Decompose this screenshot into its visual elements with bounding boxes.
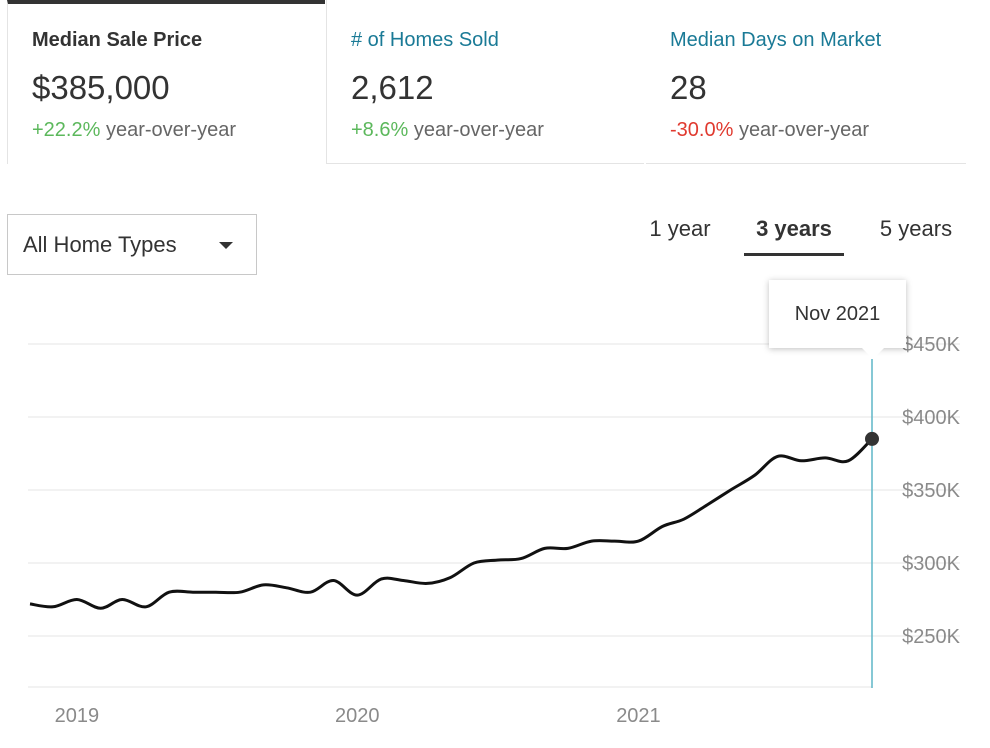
highlight-point [865, 431, 879, 446]
y-tick-label: $450K [902, 334, 960, 356]
series-line [29, 437, 874, 610]
metric-card-homes-sold[interactable]: # of Homes Sold 2,612 +8.6% year-over-ye… [326, 0, 644, 164]
metric-change-percent: +22.2% [32, 119, 101, 141]
metric-change-percent: -30.0% [670, 119, 734, 141]
metric-change-suffix: year-over-year [413, 119, 544, 141]
home-type-selected: All Home Types [23, 231, 177, 257]
median-sale-price-chart[interactable]: $250K $300K $350K $400K $450K 2019 2020 2021 N… [0, 280, 990, 748]
tab-3-years[interactable]: 3 years [744, 214, 844, 256]
tab-1-year[interactable]: 1 year [649, 216, 711, 241]
metric-card-median-sale-price[interactable]: Median Sale Price $385,000 +22.2% year-o… [7, 0, 325, 164]
y-tick-label: $400K [902, 407, 960, 429]
grid-lines [28, 343, 960, 688]
metric-change-percent: +8.6% [351, 119, 409, 141]
metric-change: +22.2% year-over-year [32, 118, 325, 142]
metric-change: +8.6% year-over-year [351, 118, 644, 142]
caret-down-icon [219, 242, 233, 249]
home-type-dropdown[interactable]: All Home Types [7, 214, 257, 275]
metric-change: -30.0% year-over-year [670, 118, 966, 142]
y-axis-ticks: $250K $300K $350K $400K $450K [902, 334, 960, 648]
metric-change-suffix: year-over-year [105, 119, 236, 141]
metric-card-median-days-on-market[interactable]: Median Days on Market 28 -30.0% year-ove… [646, 0, 966, 164]
y-tick-label: $300K [902, 553, 960, 575]
tooltip-label: Nov 2021 [794, 302, 881, 325]
x-tick-label: 2019 [55, 705, 100, 727]
tab-5-years[interactable]: 5 years [879, 216, 953, 241]
x-tick-label: 2021 [616, 705, 661, 727]
metric-title: Median Sale Price [32, 29, 203, 51]
metric-title: # of Homes Sold [351, 29, 499, 51]
metric-change-suffix: year-over-year [738, 119, 869, 141]
metric-value: 28 [670, 69, 707, 106]
x-axis-ticks: 2019 2020 2021 [55, 705, 661, 727]
metric-value: 2,612 [351, 69, 434, 106]
tooltip-arrow [862, 348, 884, 359]
line-chart-svg[interactable]: $250K $300K $350K $400K $450K 2019 2020 2021 [0, 280, 990, 748]
metric-value: $385,000 [32, 69, 170, 106]
hover-tooltip: Nov 2021 [769, 280, 906, 348]
x-tick-label: 2020 [335, 705, 380, 727]
metric-title: Median Days on Market [670, 29, 882, 51]
metrics-row: Median Sale Price $385,000 +22.2% year-o… [0, 0, 990, 166]
y-tick-label: $250K [902, 626, 960, 648]
y-tick-label: $350K [902, 480, 960, 502]
